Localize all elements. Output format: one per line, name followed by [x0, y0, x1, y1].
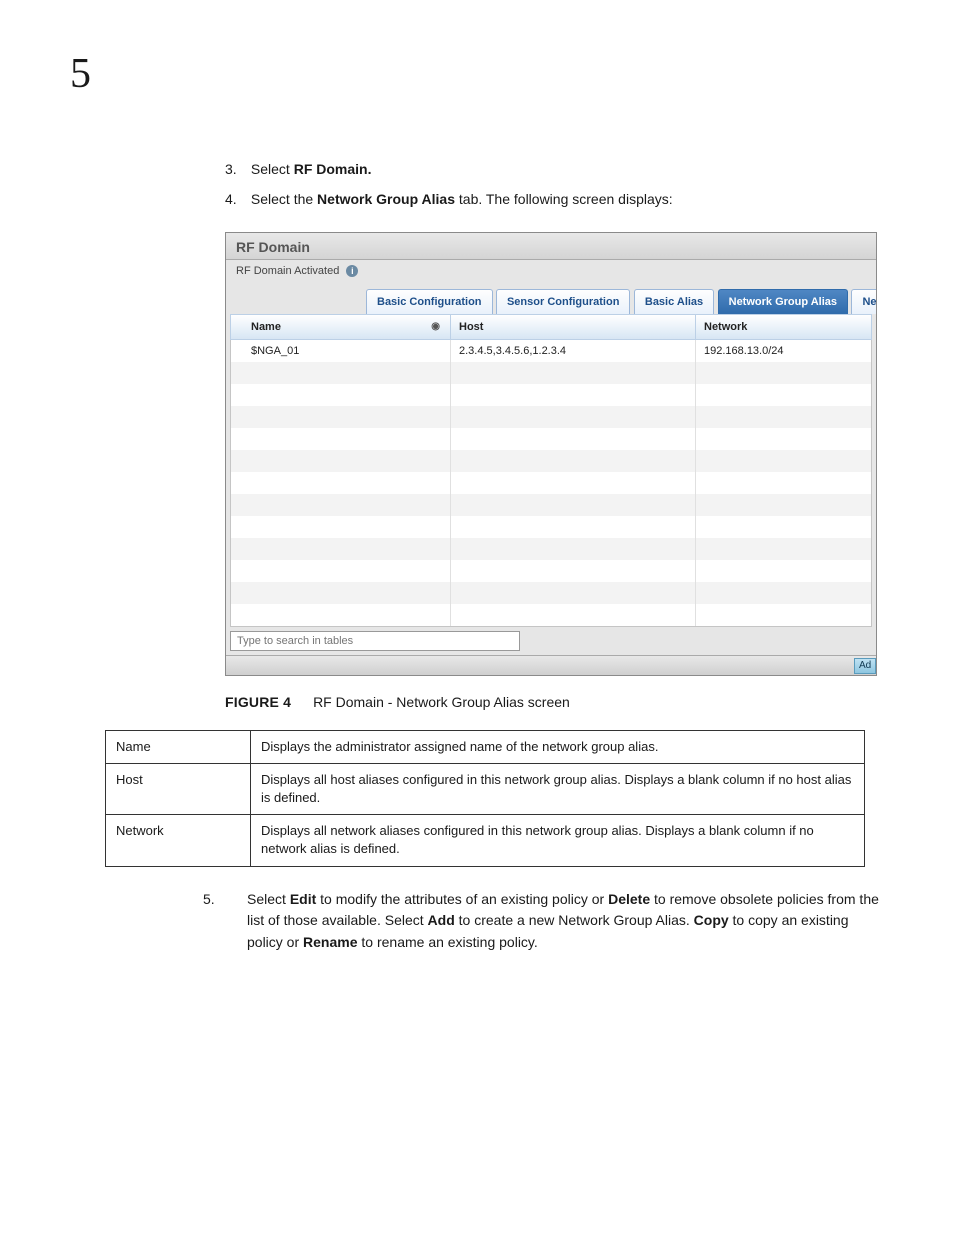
table-row[interactable]	[231, 494, 871, 516]
b: Delete	[608, 891, 650, 907]
table-row[interactable]	[231, 406, 871, 428]
cell-name: $NGA_01	[231, 340, 451, 362]
step-4: 4. Select the Network Group Alias tab. T…	[225, 188, 884, 212]
definitions-table: Name Displays the administrator assigned…	[105, 730, 865, 867]
tab-sensor-configuration[interactable]: Sensor Configuration	[496, 289, 630, 314]
col-header-host[interactable]: Host	[451, 315, 696, 339]
table-row[interactable]	[231, 604, 871, 626]
panel-subtitle: RF Domain Activated i	[226, 260, 876, 287]
step-bold: RF Domain.	[294, 161, 372, 177]
table-row[interactable]	[231, 538, 871, 560]
def-label: Network	[106, 815, 251, 866]
table-body: $NGA_01 2.3.4.5,3.4.5.6,1.2.3.4 192.168.…	[230, 340, 872, 627]
table-row[interactable]	[231, 472, 871, 494]
table-row[interactable]: $NGA_01 2.3.4.5,3.4.5.6,1.2.3.4 192.168.…	[231, 340, 871, 362]
def-label: Host	[106, 763, 251, 814]
sort-asc-icon[interactable]: ◉	[431, 321, 440, 332]
step-text: Select the	[251, 191, 317, 207]
chapter-number: 5	[70, 50, 884, 98]
rf-domain-panel: RF Domain RF Domain Activated i Basic Co…	[225, 232, 877, 676]
table-row[interactable]	[231, 560, 871, 582]
panel-title: RF Domain	[226, 233, 876, 260]
def-row: Network Displays all network aliases con…	[106, 815, 865, 866]
step-5: 5.Select Edit to modify the attributes o…	[225, 889, 884, 954]
t: to modify the attributes of an existing …	[316, 891, 608, 907]
table-row[interactable]	[231, 582, 871, 604]
def-desc: Displays the administrator assigned name…	[251, 730, 865, 763]
t: to rename an existing policy.	[358, 934, 538, 950]
b: Add	[428, 912, 455, 928]
table-row[interactable]	[231, 362, 871, 384]
t: to create a new Network Group Alias.	[455, 912, 694, 928]
step-number: 4.	[225, 188, 247, 212]
b: Rename	[303, 934, 357, 950]
table-search-row	[226, 627, 876, 655]
cell-host: 2.3.4.5,3.4.5.6,1.2.3.4	[451, 340, 696, 362]
info-icon[interactable]: i	[346, 265, 358, 277]
table-row[interactable]	[231, 516, 871, 538]
table-row[interactable]	[231, 450, 871, 472]
def-row: Host Displays all host aliases configure…	[106, 763, 865, 814]
def-label: Name	[106, 730, 251, 763]
tab-basic-alias[interactable]: Basic Alias	[634, 289, 714, 314]
tabs-row: Basic Configuration Sensor Configuration…	[226, 287, 876, 314]
panel-footer: Ad	[226, 655, 876, 675]
tab-network-group-alias[interactable]: Network Group Alias	[718, 289, 848, 314]
figure-screenshot: RF Domain RF Domain Activated i Basic Co…	[225, 232, 877, 676]
figure-caption-text: RF Domain - Network Group Alias screen	[313, 694, 570, 710]
col-header-text: Name	[251, 321, 281, 333]
step-text: tab. The following screen displays:	[455, 191, 673, 207]
col-header-name[interactable]: Name ◉	[231, 315, 451, 339]
col-header-network[interactable]: Network	[696, 315, 871, 339]
table-search-input[interactable]	[230, 631, 520, 651]
step-text: Select	[251, 161, 294, 177]
figure-caption: FIGURE 4 RF Domain - Network Group Alias…	[225, 694, 884, 710]
step-number: 5.	[225, 889, 247, 911]
cell-network: 192.168.13.0/24	[696, 340, 871, 362]
step-number: 3.	[225, 158, 247, 182]
table-wrap: Name ◉ Host Network $NGA_01 2.3.4.5,3.4.…	[226, 314, 876, 627]
t: Select	[247, 891, 290, 907]
def-desc: Displays all host aliases configured in …	[251, 763, 865, 814]
b: Copy	[694, 912, 729, 928]
figure-label: FIGURE 4	[225, 694, 291, 710]
step-bold: Network Group Alias	[317, 191, 455, 207]
def-desc: Displays all network aliases configured …	[251, 815, 865, 866]
table-row[interactable]	[231, 428, 871, 450]
tab-basic-configuration[interactable]: Basic Configuration	[366, 289, 493, 314]
table-header: Name ◉ Host Network	[230, 314, 872, 340]
def-row: Name Displays the administrator assigned…	[106, 730, 865, 763]
b: Edit	[290, 891, 316, 907]
tab-network[interactable]: Network	[851, 289, 876, 314]
subtitle-text: RF Domain Activated	[236, 265, 339, 277]
instruction-list: 3. Select RF Domain. 4. Select the Netwo…	[225, 158, 884, 212]
step-3: 3. Select RF Domain.	[225, 158, 884, 182]
table-row[interactable]	[231, 384, 871, 406]
add-button[interactable]: Ad	[854, 658, 876, 674]
